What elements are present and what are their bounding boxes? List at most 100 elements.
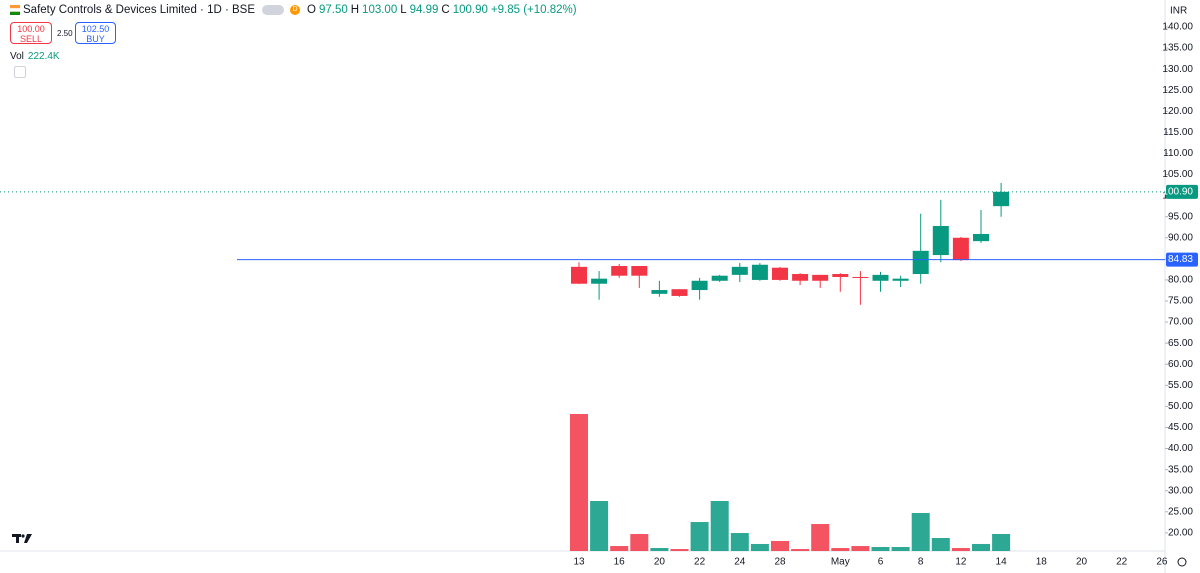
buy-button[interactable]: 102.50 BUY [75, 22, 116, 44]
volume-bar [871, 547, 890, 551]
sell-label: SELL [19, 34, 43, 44]
tv-logo [12, 534, 32, 543]
x-tick-label: 13 [573, 557, 585, 568]
y-tick-label: 60.00 [1168, 359, 1193, 370]
delay-badge: D [290, 5, 300, 15]
x-tick-label: 28 [774, 557, 786, 568]
y-tick-label: 50.00 [1168, 401, 1193, 412]
y-tick-label: 25.00 [1168, 506, 1193, 517]
x-tick-label: 18 [1036, 557, 1048, 568]
buy-price: 102.50 [81, 24, 110, 34]
candle-body [651, 290, 668, 294]
y-tick-label: 55.00 [1168, 380, 1193, 391]
volume-bar [931, 538, 950, 551]
y-tick-label: 45.00 [1168, 422, 1193, 433]
y-tick-label: 110.00 [1163, 148, 1193, 159]
close-label: C [441, 4, 450, 16]
low-value: 94.99 [409, 4, 439, 16]
x-tick-label: 16 [614, 557, 626, 568]
flag-icon [10, 5, 20, 15]
y-tick-label: 20.00 [1168, 528, 1193, 539]
candle-body [571, 266, 587, 284]
price-tag-label: 100.90 [1162, 186, 1193, 197]
y-tick-label: 70.00 [1168, 317, 1193, 328]
volume-bar [951, 548, 970, 551]
volume-bar [650, 548, 669, 551]
change-value: +9.85 (+10.82%) [490, 4, 577, 16]
candle-body [852, 276, 869, 278]
sell-price: 100.00 [17, 24, 45, 34]
candle-body [792, 274, 809, 281]
volume-bar [771, 540, 789, 551]
candle-body [772, 267, 788, 280]
volume-bar [630, 534, 649, 551]
volume-bar [570, 414, 588, 551]
x-tick-label: 14 [996, 557, 1008, 568]
y-tick-label: 130.00 [1162, 64, 1193, 75]
y-tick-label: 135.00 [1162, 43, 1193, 54]
candle-body [631, 266, 648, 276]
high-label: H [350, 4, 360, 16]
volume-bar [831, 548, 850, 551]
volume-bar [710, 501, 729, 551]
open-label: O [307, 4, 316, 16]
open-value: 97.50 [318, 4, 348, 16]
y-tick-label: 65.00 [1168, 338, 1193, 349]
y-tick-label: 95.00 [1168, 211, 1193, 222]
status-pill [262, 5, 284, 15]
y-tick-label: 35.00 [1168, 464, 1193, 475]
x-tick-label: 20 [654, 557, 666, 568]
volume-label: Vol [10, 51, 24, 62]
collapse-button[interactable] [14, 66, 26, 78]
volume-bar [911, 513, 930, 551]
settings-icon[interactable] [1177, 557, 1187, 567]
volume-bar [610, 546, 629, 551]
volume-legend: Vol 222.4K [10, 51, 60, 62]
high-value: 103.00 [362, 4, 398, 16]
volume-bar [791, 549, 810, 551]
candle-body [691, 280, 708, 291]
header: Safety Controls & Devices Limited · 1D ·… [10, 4, 577, 16]
y-tick-label: 30.00 [1168, 485, 1193, 496]
y-tick-label: 115.00 [1163, 127, 1193, 138]
candle-body [812, 274, 829, 281]
low-label: L [400, 4, 407, 16]
sell-button[interactable]: 100.00 SELL [10, 22, 52, 44]
volume-bar [811, 524, 830, 551]
x-tick-label: 6 [878, 557, 884, 568]
candle-body [932, 225, 949, 256]
currency: INR [1170, 6, 1187, 17]
x-tick-label: 22 [694, 557, 706, 568]
volume-value: 222.4K [27, 51, 60, 62]
volume-bar [670, 549, 689, 551]
y-tick-label: 125.00 [1162, 85, 1193, 96]
candle-body [671, 289, 688, 296]
x-tick-label: 24 [734, 557, 746, 568]
candle-body [892, 278, 909, 281]
y-tick-label: 80.00 [1168, 275, 1193, 286]
y-tick-label: 40.00 [1168, 443, 1193, 454]
volume-bar [891, 547, 910, 551]
y-tick-label: 105.00 [1162, 169, 1193, 180]
price-tag-label: 84.83 [1168, 254, 1193, 265]
candle-body [872, 274, 889, 281]
candle-body [993, 191, 1010, 207]
volume-bar [851, 546, 870, 551]
x-tick-label: 8 [918, 557, 924, 568]
symbol-title[interactable]: Safety Controls & Devices Limited · 1D ·… [23, 4, 255, 16]
candle-body [973, 233, 989, 242]
y-tick-label: 120.00 [1162, 106, 1193, 117]
x-tick-label: 26 [1156, 557, 1168, 568]
candle-body [832, 274, 849, 277]
buy-label: BUY [86, 34, 105, 44]
y-tick-label: 90.00 [1168, 232, 1193, 243]
candle-body [711, 275, 728, 281]
x-tick-label: 22 [1116, 557, 1128, 568]
y-tick-label: 140.00 [1162, 22, 1193, 33]
price-tag [1166, 252, 1198, 267]
volume-bar [972, 543, 990, 551]
candle-body [912, 250, 929, 275]
volume-bar [750, 543, 769, 551]
